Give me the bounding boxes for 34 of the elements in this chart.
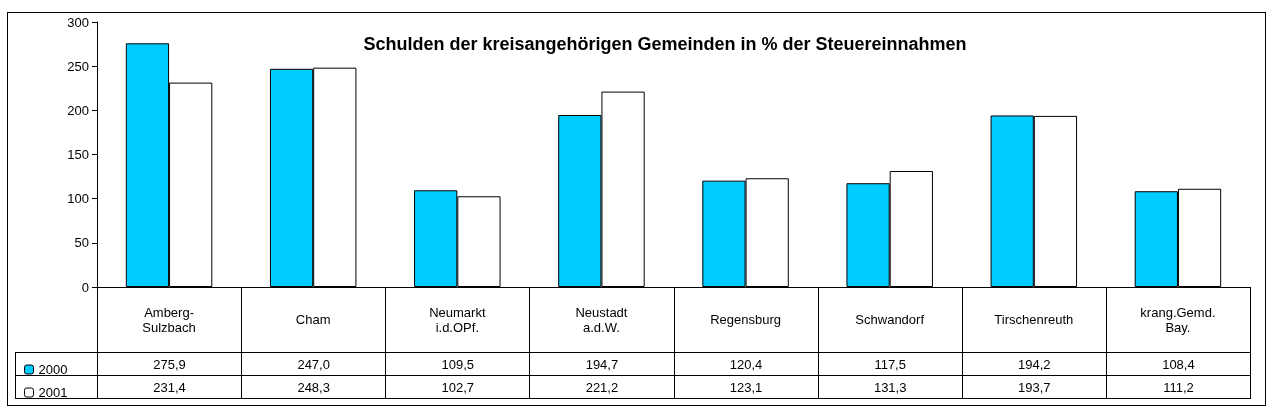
y-tick-label: 150 — [67, 147, 89, 162]
data-label: 111,2 — [1105, 375, 1251, 399]
y-tick-label: 50 — [74, 235, 89, 251]
data-label: 109,5 — [385, 352, 531, 376]
data-label: 194,7 — [529, 352, 675, 376]
y-tick-label: 250 — [67, 58, 89, 74]
y-tick-label: 200 — [67, 102, 89, 118]
y-tick-label: 0 — [81, 279, 89, 295]
data-label: 117,5 — [817, 352, 963, 376]
data-label: 194,2 — [961, 352, 1107, 376]
data-label: 108,4 — [1105, 352, 1251, 376]
y-tick-label: 100 — [67, 191, 89, 207]
data-label: 247,0 — [241, 352, 387, 376]
legend-label: 2001 — [38, 385, 68, 400]
x-tick-label: Neumarkt i.d.OPf. — [429, 304, 486, 335]
data-label: 231,4 — [97, 375, 243, 399]
data-label: 193,7 — [961, 375, 1107, 399]
data-label: 131,3 — [817, 375, 963, 399]
data-label: 248,3 — [241, 375, 387, 399]
data-label: 120,4 — [673, 352, 819, 376]
data-label: 275,9 — [97, 352, 243, 376]
data-label: 123,1 — [673, 375, 819, 399]
x-tick-label: Regensburg — [710, 312, 781, 327]
x-tick-label: Neustadt a.d.W. — [575, 304, 628, 335]
x-tick-label: Tirschenreuth — [994, 312, 1074, 327]
x-tick-label: krang.Gemd. Bay. — [1140, 304, 1216, 335]
legend-label: 2000 — [38, 362, 68, 377]
x-tick-label: Cham — [295, 312, 331, 327]
x-tick-label: Amberg- Sulzbach — [142, 304, 196, 335]
data-label: 221,2 — [529, 375, 675, 399]
y-tick-label: 300 — [67, 14, 89, 30]
data-label: 102,7 — [385, 375, 531, 399]
text: Schulden der kreisangehörigen Gemeinden in % der Steuereinnahmen — [363, 34, 967, 54]
x-tick-label: Schwandorf — [855, 312, 925, 327]
